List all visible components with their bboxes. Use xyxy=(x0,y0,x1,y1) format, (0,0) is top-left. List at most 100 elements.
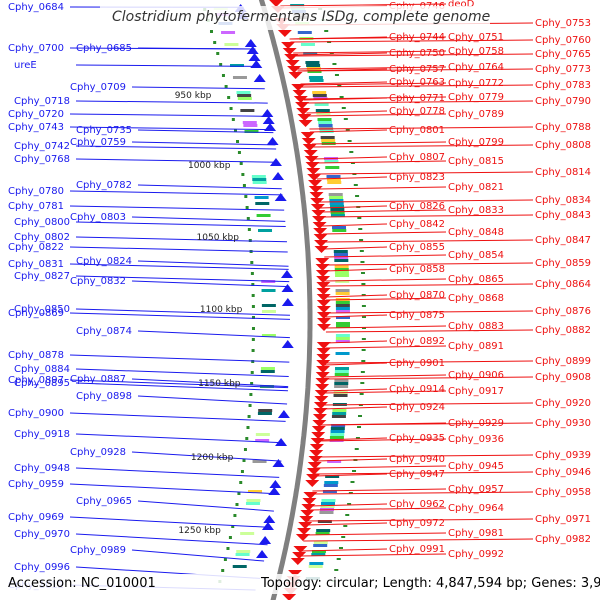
reverse-gene-arrow xyxy=(274,193,287,201)
gc-marker-inner xyxy=(250,272,254,275)
gc-marker-outer xyxy=(353,184,358,186)
gene-label-forward: Cphy_0992 xyxy=(448,549,504,560)
right-connector-line xyxy=(324,376,534,380)
left-connector-line xyxy=(69,113,271,117)
left-connector-line xyxy=(131,86,265,90)
cog-feature-forward xyxy=(330,430,345,433)
cog-feature-forward xyxy=(324,160,339,163)
gene-label-forward: Cphy_0868 xyxy=(448,293,504,304)
right-connector-line xyxy=(325,345,447,349)
cog-feature-forward xyxy=(306,64,321,67)
cog-feature-forward xyxy=(331,424,346,427)
cog-feature-reverse xyxy=(236,550,251,553)
cog-feature-forward xyxy=(313,544,328,547)
right-connector-line xyxy=(318,186,447,190)
left-connector-line xyxy=(69,126,273,131)
forward-gene-arrow xyxy=(313,228,328,235)
gene-label-forward: Cphy_0843 xyxy=(535,210,591,221)
reverse-gene-arrow xyxy=(275,438,288,446)
gc-marker-inner xyxy=(250,382,254,385)
gene-label-forward: Cphy_0864 xyxy=(535,279,591,290)
cog-feature-forward xyxy=(334,385,349,388)
reverse-gene-arrow xyxy=(264,123,277,131)
left-connector-line xyxy=(137,500,274,512)
gene-label-forward: Cphy_0945 xyxy=(448,461,504,472)
gene-label-forward: Cphy_0758 xyxy=(448,46,504,57)
right-connector-line xyxy=(289,36,447,40)
right-connector-line xyxy=(304,532,447,536)
cog-feature-forward xyxy=(307,70,322,73)
left-connector-line xyxy=(69,379,289,389)
forward-gene-arrow xyxy=(310,198,325,205)
gc-marker-outer xyxy=(360,261,365,263)
forward-gene-arrow xyxy=(316,354,331,361)
gc-marker-outer xyxy=(352,470,357,472)
reverse-gene-arrow xyxy=(248,53,261,61)
gene-label-forward: Cphy_0826 xyxy=(389,201,445,212)
forward-gene-arrow xyxy=(314,396,329,403)
forward-gene-arrow xyxy=(316,276,331,283)
cog-feature-forward xyxy=(316,112,331,115)
forward-gene-arrow xyxy=(311,210,326,217)
right-connector-line xyxy=(325,325,447,329)
forward-gene-arrow xyxy=(314,240,329,247)
cog-feature-forward xyxy=(334,373,349,376)
cog-feature-reverse xyxy=(242,121,257,124)
left-connector-line xyxy=(75,382,288,392)
gene-label-reverse: Cphy_0970 xyxy=(14,529,70,540)
gc-marker-outer xyxy=(355,437,360,439)
reverse-gene-arrow xyxy=(269,480,282,488)
gene-label-forward: Cphy_0842 xyxy=(389,219,445,230)
cog-feature-reverse xyxy=(255,433,270,436)
cog-feature-reverse xyxy=(243,124,258,127)
cog-feature-forward xyxy=(335,274,350,277)
gene-label-forward: Cphy_0946 xyxy=(535,467,591,478)
gene-label-reverse: Cphy_0874 xyxy=(76,326,132,337)
forward-gene-arrow xyxy=(316,342,331,349)
cog-feature-forward xyxy=(323,484,338,487)
gc-marker-outer xyxy=(334,569,339,571)
cog-feature-forward xyxy=(335,325,350,328)
left-connector-line xyxy=(75,308,290,316)
gene-label-reverse: Cphy_0897 xyxy=(8,375,64,386)
cog-feature-forward xyxy=(335,337,350,340)
cog-feature-forward xyxy=(318,121,333,124)
gene-label-forward: Cphy_0930 xyxy=(535,418,591,429)
cog-feature-forward xyxy=(334,259,349,262)
cog-feature-forward xyxy=(335,334,350,337)
left-connector-line xyxy=(131,451,282,462)
gc-marker-inner xyxy=(251,305,255,308)
gc-marker-inner xyxy=(231,118,235,121)
left-connector-line xyxy=(75,533,268,546)
cog-feature-reverse xyxy=(252,181,267,184)
gene-label-forward: Cphy_0789 xyxy=(448,109,504,120)
gc-marker-inner xyxy=(216,52,220,55)
cog-feature-reverse xyxy=(235,553,250,556)
gc-marker-inner xyxy=(228,536,232,539)
right-connector-line xyxy=(322,406,388,410)
forward-gene-arrow xyxy=(303,150,318,157)
right-connector-line xyxy=(320,209,447,213)
right-connector-line xyxy=(319,437,388,441)
gene-label-forward: Cphy_0821 xyxy=(448,182,504,193)
left-connector-line xyxy=(75,145,277,150)
forward-gene-arrow xyxy=(315,264,330,271)
gc-marker-outer xyxy=(329,52,334,54)
forward-gene-arrow xyxy=(298,522,313,529)
cog-feature-forward xyxy=(335,310,350,313)
gene-label-forward: Cphy_0947 xyxy=(389,469,445,480)
forward-gene-arrow xyxy=(316,318,331,325)
gene-label-forward: Cphy_0929 xyxy=(448,418,504,429)
gene-label-reverse: Cphy_0800 xyxy=(14,217,70,228)
cog-feature-forward xyxy=(326,178,341,181)
gene-label-forward: Cphy_0814 xyxy=(535,167,591,178)
gc-marker-inner xyxy=(246,217,250,220)
gc-marker-inner xyxy=(239,481,243,484)
gene-label-forward: Cphy_0940 xyxy=(389,454,445,465)
forward-gene-arrow xyxy=(269,0,284,7)
left-connector-line xyxy=(69,354,290,363)
forward-gene-arrow xyxy=(316,312,331,319)
right-connector-line xyxy=(280,3,447,7)
gene-label-forward: Cphy_0958 xyxy=(535,487,591,498)
right-connector-line xyxy=(319,438,447,442)
